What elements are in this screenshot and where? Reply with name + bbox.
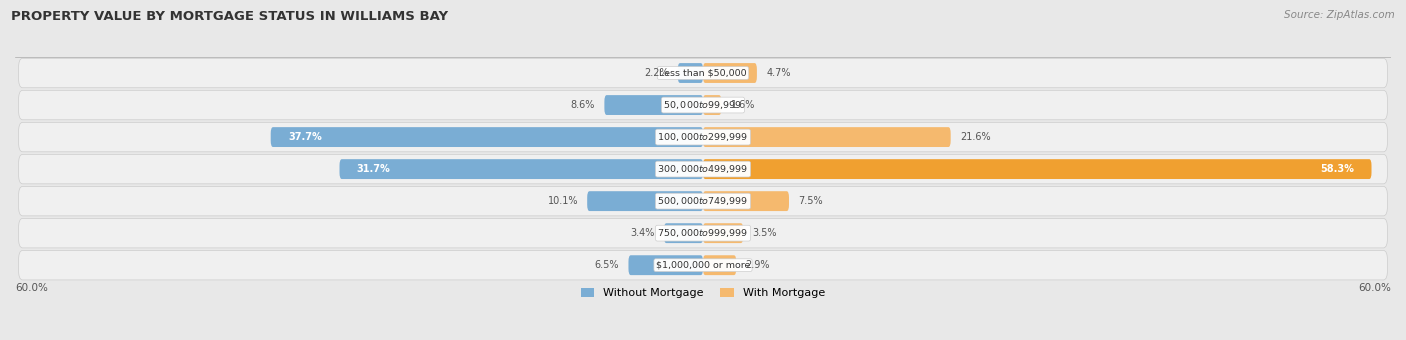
- FancyBboxPatch shape: [703, 191, 789, 211]
- FancyBboxPatch shape: [339, 159, 703, 179]
- Text: 6.5%: 6.5%: [595, 260, 619, 270]
- FancyBboxPatch shape: [605, 95, 703, 115]
- Legend: Without Mortgage, With Mortgage: Without Mortgage, With Mortgage: [576, 284, 830, 303]
- Text: Source: ZipAtlas.com: Source: ZipAtlas.com: [1284, 10, 1395, 20]
- Text: 58.3%: 58.3%: [1320, 164, 1354, 174]
- Text: 4.7%: 4.7%: [766, 68, 790, 78]
- Text: 37.7%: 37.7%: [288, 132, 322, 142]
- FancyBboxPatch shape: [678, 63, 703, 83]
- Text: 60.0%: 60.0%: [1358, 283, 1391, 293]
- Text: Less than $50,000: Less than $50,000: [659, 69, 747, 78]
- Text: 10.1%: 10.1%: [547, 196, 578, 206]
- Text: $500,000 to $749,999: $500,000 to $749,999: [658, 195, 748, 207]
- FancyBboxPatch shape: [703, 95, 721, 115]
- Text: 60.0%: 60.0%: [15, 283, 48, 293]
- FancyBboxPatch shape: [628, 255, 703, 275]
- Text: 8.6%: 8.6%: [571, 100, 595, 110]
- Text: 21.6%: 21.6%: [960, 132, 990, 142]
- FancyBboxPatch shape: [18, 90, 1388, 120]
- FancyBboxPatch shape: [703, 223, 744, 243]
- FancyBboxPatch shape: [703, 159, 1371, 179]
- Text: 1.6%: 1.6%: [731, 100, 755, 110]
- FancyBboxPatch shape: [18, 218, 1388, 248]
- Text: 3.4%: 3.4%: [630, 228, 655, 238]
- FancyBboxPatch shape: [18, 251, 1388, 280]
- Text: $750,000 to $999,999: $750,000 to $999,999: [658, 227, 748, 239]
- Text: 2.2%: 2.2%: [644, 68, 669, 78]
- FancyBboxPatch shape: [664, 223, 703, 243]
- FancyBboxPatch shape: [271, 127, 703, 147]
- Text: 7.5%: 7.5%: [799, 196, 823, 206]
- Text: $1,000,000 or more: $1,000,000 or more: [655, 261, 751, 270]
- FancyBboxPatch shape: [18, 186, 1388, 216]
- FancyBboxPatch shape: [18, 58, 1388, 88]
- Text: $300,000 to $499,999: $300,000 to $499,999: [658, 163, 748, 175]
- Text: 2.9%: 2.9%: [745, 260, 770, 270]
- Text: $100,000 to $299,999: $100,000 to $299,999: [658, 131, 748, 143]
- FancyBboxPatch shape: [703, 63, 756, 83]
- Text: 31.7%: 31.7%: [357, 164, 391, 174]
- Text: PROPERTY VALUE BY MORTGAGE STATUS IN WILLIAMS BAY: PROPERTY VALUE BY MORTGAGE STATUS IN WIL…: [11, 10, 449, 23]
- Text: $50,000 to $99,999: $50,000 to $99,999: [664, 99, 742, 111]
- FancyBboxPatch shape: [703, 255, 737, 275]
- FancyBboxPatch shape: [703, 127, 950, 147]
- Text: 3.5%: 3.5%: [752, 228, 776, 238]
- FancyBboxPatch shape: [588, 191, 703, 211]
- FancyBboxPatch shape: [18, 122, 1388, 152]
- FancyBboxPatch shape: [18, 154, 1388, 184]
